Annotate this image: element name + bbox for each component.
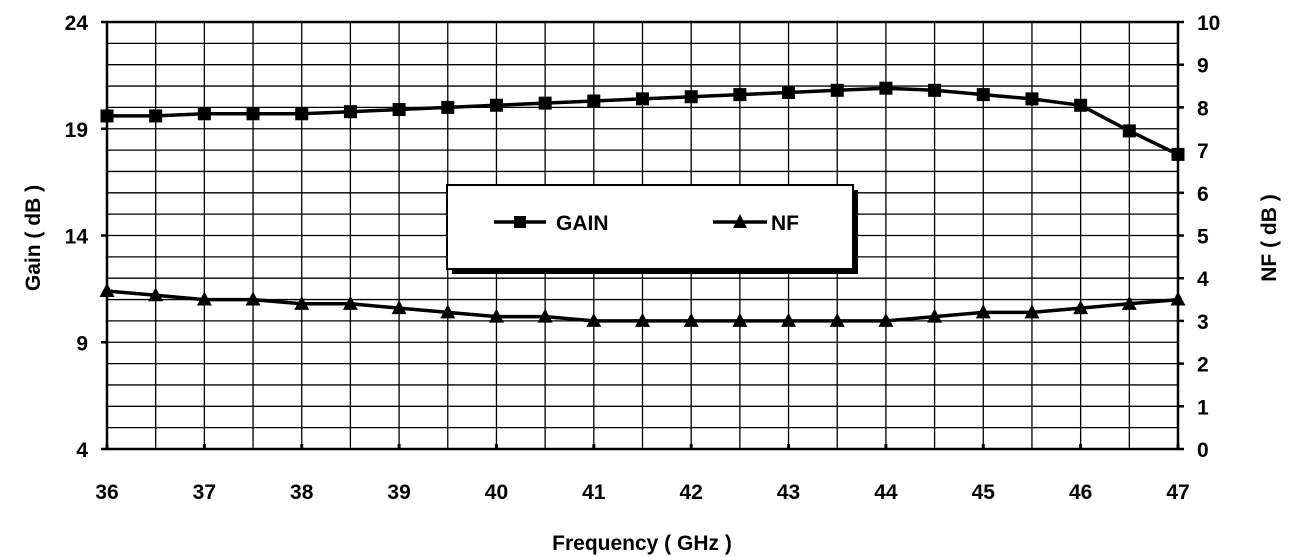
x-tick-label: 38 <box>290 481 314 504</box>
gain-data-point <box>441 101 454 114</box>
y-right-axis-title: NF ( dB ) <box>1258 194 1281 281</box>
x-tick-label: 39 <box>387 481 410 504</box>
y-right-tick-label: 7 <box>1197 140 1209 163</box>
y-right-tick-label: 8 <box>1197 97 1209 120</box>
x-tick-label: 42 <box>680 481 703 504</box>
y-left-tick-label: 4 <box>76 439 88 462</box>
y-right-tick-label: 10 <box>1197 12 1220 35</box>
gain-data-point <box>539 97 552 110</box>
y-right-tick-label: 6 <box>1197 183 1209 206</box>
gain-data-point <box>1172 148 1185 161</box>
x-tick-label: 46 <box>1069 481 1092 504</box>
y-right-tick-label: 5 <box>1197 226 1209 249</box>
x-tick-label: 45 <box>972 481 996 504</box>
gain-data-point <box>295 107 308 120</box>
legend: GAIN NF <box>447 185 858 274</box>
gain-data-point <box>393 103 406 116</box>
x-tick-label: 41 <box>582 481 606 504</box>
y-left-axis-title: Gain ( dB ) <box>22 185 45 291</box>
y-left-tick-label: 9 <box>76 332 88 355</box>
gain-data-point <box>928 84 941 97</box>
gain-data-point <box>977 88 990 101</box>
y-right-tick-label: 4 <box>1197 268 1209 291</box>
x-axis-title: Frequency ( GHz ) <box>552 532 732 555</box>
gain-data-point <box>198 107 211 120</box>
y-right-tick-label: 3 <box>1197 311 1209 334</box>
gain-data-point <box>1123 124 1136 137</box>
gain-data-point <box>1025 92 1038 105</box>
y-left-tick-label: 14 <box>65 226 89 249</box>
gain-data-point <box>782 86 795 99</box>
legend-gain-label: GAIN <box>556 212 609 235</box>
gain-data-point <box>587 94 600 107</box>
gain-data-point <box>149 109 162 122</box>
gain-data-point <box>1074 99 1087 112</box>
y-right-tick-label: 1 <box>1197 396 1209 419</box>
legend-gain-marker <box>514 216 526 228</box>
gain-data-point <box>879 82 892 95</box>
x-tick-label: 40 <box>485 481 508 504</box>
y-left-tick-label: 24 <box>65 12 89 35</box>
gain-data-point <box>344 105 357 118</box>
gain-data-point <box>733 88 746 101</box>
gain-data-point <box>490 99 503 112</box>
gain-data-point <box>636 92 649 105</box>
gain-data-point <box>685 90 698 103</box>
gain-data-point <box>831 84 844 97</box>
y-right-tick-label: 9 <box>1197 55 1209 78</box>
x-tick-label: 44 <box>874 481 898 504</box>
legend-nf-label: NF <box>771 212 799 235</box>
gain-data-point <box>247 107 260 120</box>
x-tick-label: 36 <box>95 481 118 504</box>
x-tick-label: 37 <box>193 481 216 504</box>
x-tick-label: 43 <box>777 481 800 504</box>
x-tick-label: 47 <box>1166 481 1189 504</box>
y-right-tick-label: 2 <box>1197 354 1209 377</box>
y-left-tick-label: 19 <box>65 119 88 142</box>
gain-data-point <box>101 109 114 122</box>
y-right-tick-label: 0 <box>1197 439 1209 462</box>
